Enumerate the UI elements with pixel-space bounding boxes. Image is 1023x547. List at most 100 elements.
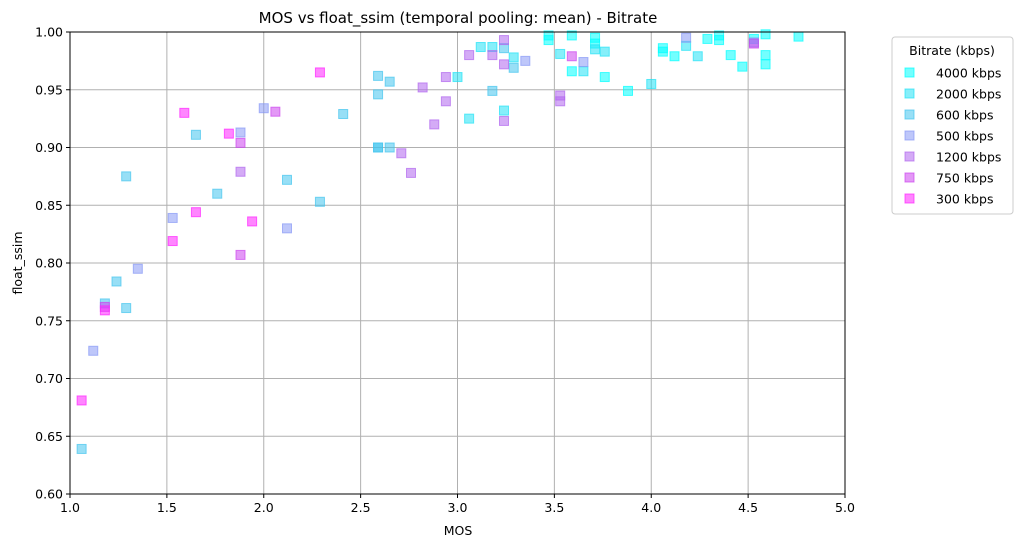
y-tick-label: 0.75 [35, 313, 63, 328]
data-point [396, 148, 407, 159]
data-point [464, 113, 475, 124]
data-point [499, 115, 509, 126]
data-point [99, 305, 110, 316]
series-1200-kbps [235, 35, 566, 178]
chart-title: MOS vs float_ssim (temporal pooling: mea… [259, 9, 658, 28]
data-point [702, 33, 713, 44]
data-point [508, 52, 519, 63]
data-point [499, 35, 509, 46]
data-point [464, 50, 475, 61]
legend-label: 4000 kbps [936, 66, 1001, 81]
y-tick-label: 0.70 [35, 371, 63, 386]
data-point [692, 51, 703, 62]
data-point [657, 43, 668, 54]
data-point [190, 207, 201, 218]
legend-title: Bitrate (kbps) [909, 43, 995, 58]
data-point [121, 171, 132, 182]
y-tick-label: 0.95 [35, 82, 63, 97]
data-point [258, 103, 269, 114]
legend-marker [904, 88, 915, 99]
data-point [760, 59, 771, 70]
data-point [235, 166, 246, 177]
x-tick-label: 5.0 [835, 500, 855, 515]
data-point [76, 395, 87, 406]
data-point [223, 128, 234, 139]
data-point [599, 46, 610, 57]
x-tick-label: 4.0 [641, 500, 661, 515]
x-tick-label: 2.5 [351, 500, 371, 515]
x-tick-label: 1.5 [157, 500, 177, 515]
x-tick-label: 3.5 [544, 500, 564, 515]
data-point [499, 59, 509, 70]
y-tick-label: 0.90 [35, 140, 63, 155]
series-2000-kbps [452, 40, 703, 124]
data-point [429, 119, 440, 130]
data-point [167, 236, 178, 247]
data-point [543, 30, 554, 41]
data-point [282, 223, 292, 234]
data-point [212, 188, 223, 199]
legend-label: 500 kbps [936, 129, 993, 144]
data-point [190, 129, 201, 140]
data-point [555, 90, 566, 101]
data-point [235, 127, 246, 138]
data-point [440, 96, 451, 107]
data-point [121, 303, 132, 314]
data-point [373, 142, 384, 153]
data-point [760, 50, 771, 61]
x-tick-label: 4.5 [738, 500, 758, 515]
data-point [282, 174, 292, 185]
data-point [487, 85, 498, 96]
data-point [578, 57, 589, 68]
x-tick-label: 1.0 [60, 500, 80, 515]
legend-box [891, 36, 1014, 215]
legend-marker [904, 67, 915, 78]
y-tick-label: 0.60 [35, 487, 63, 502]
y-tick-label: 0.85 [35, 198, 63, 213]
grid-lines [69, 31, 846, 495]
data-point [566, 66, 577, 77]
y-tick-label: 0.65 [35, 429, 63, 444]
x-axis-ticks: 1.0 1.5 2.0 2.5 3.0 3.5 4.0 4.5 5.0 [60, 494, 855, 515]
data-point [748, 38, 759, 49]
data-point [760, 29, 771, 40]
legend-marker [904, 193, 915, 204]
legend-marker [904, 172, 915, 183]
data-point [737, 61, 748, 72]
legend-label: 1200 kbps [936, 150, 1001, 165]
data-point [520, 55, 531, 66]
data-point [440, 72, 451, 83]
y-tick-label: 0.80 [35, 256, 63, 271]
data-point [623, 85, 633, 96]
data-point [373, 70, 384, 81]
data-point [167, 212, 178, 223]
data-point [599, 72, 610, 83]
y-axis-ticks: 0.60 0.65 0.70 0.75 0.80 0.85 0.90 0.95 1.00 [35, 25, 70, 502]
data-point [646, 78, 657, 89]
data-points [76, 29, 804, 454]
legend-marker [904, 130, 915, 141]
data-point [508, 62, 519, 73]
data-point [578, 66, 589, 77]
data-point [406, 167, 416, 178]
data-point [373, 89, 384, 100]
data-point [314, 196, 325, 207]
legend-label: 2000 kbps [936, 87, 1001, 102]
data-point [793, 31, 804, 42]
data-point [487, 50, 498, 61]
data-point [384, 76, 395, 87]
series-300-kbps [76, 67, 325, 406]
data-point [681, 32, 692, 43]
x-tick-label: 3.0 [448, 500, 468, 515]
data-point [235, 249, 246, 260]
series-750-kbps [99, 38, 759, 312]
data-point [132, 263, 143, 274]
legend-marker [904, 109, 915, 120]
legend-label: 600 kbps [936, 108, 993, 123]
legend-marker [904, 151, 915, 162]
data-point [566, 51, 577, 62]
data-point [111, 276, 122, 287]
legend-label: 750 kbps [936, 171, 993, 186]
data-point [76, 443, 87, 454]
x-axis-title: MOS [444, 523, 473, 538]
